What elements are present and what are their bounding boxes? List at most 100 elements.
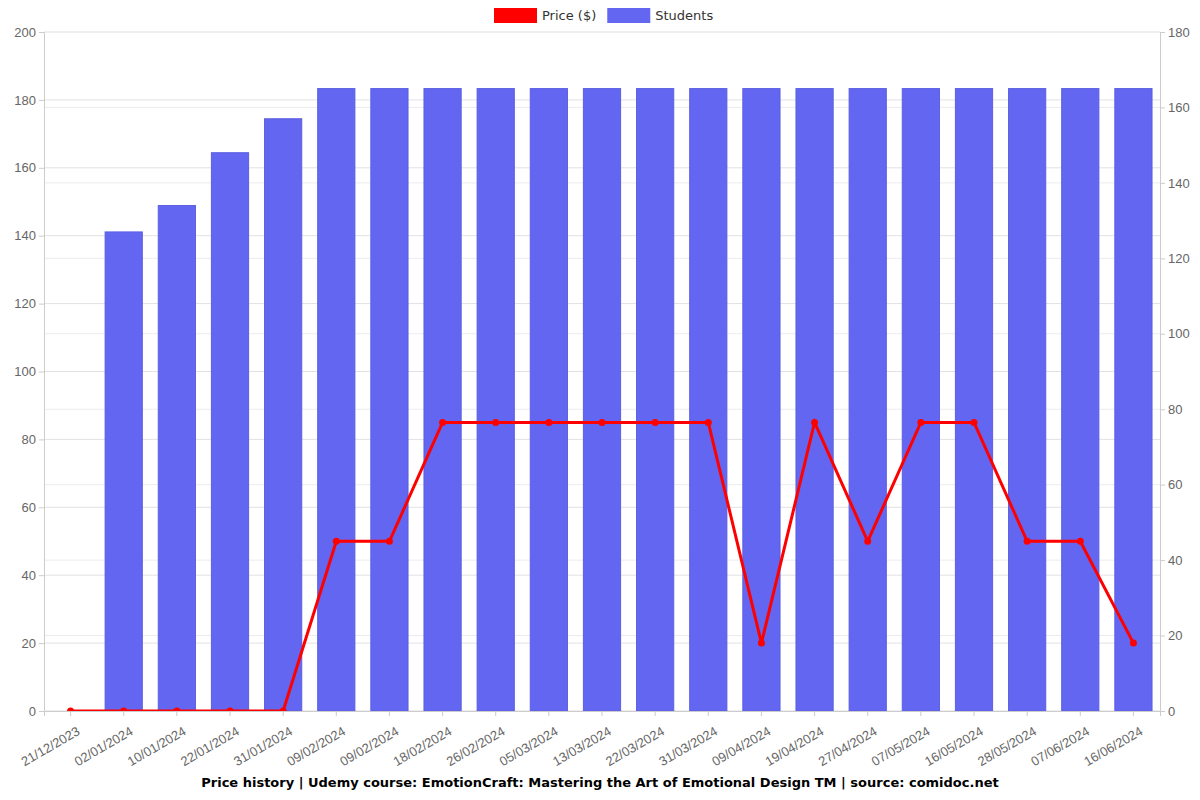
tick: 05/03/2024 — [497, 711, 561, 769]
tick-label: 20 — [1168, 628, 1182, 643]
tick: 09/02/2024 — [337, 711, 401, 769]
bar — [583, 89, 620, 711]
marker — [67, 708, 74, 712]
bar — [743, 89, 780, 711]
tick: 09/02/2024 — [284, 711, 348, 769]
tick: 140 — [1160, 176, 1190, 191]
bar — [1062, 89, 1099, 711]
legend-item: Students — [607, 8, 713, 23]
tick: 10/01/2024 — [125, 711, 189, 769]
tick: 120 — [14, 296, 44, 311]
plot-area — [67, 89, 1152, 711]
tick-label: 0 — [29, 704, 36, 719]
tick-label: 16/06/2024 — [1081, 723, 1145, 769]
tick: 21/12/2023 — [18, 711, 82, 769]
bar — [158, 206, 195, 711]
tick-mark — [708, 711, 709, 716]
tick-mark — [974, 711, 975, 716]
tick-mark — [1160, 107, 1165, 108]
tick-mark — [1160, 409, 1165, 410]
marker — [492, 419, 499, 426]
line — [71, 422, 1134, 711]
grid — [44, 32, 1160, 711]
marker — [917, 419, 924, 426]
y2-axis: 020406080100120140160180 — [1160, 25, 1190, 719]
tick-label: 09/02/2024 — [337, 723, 401, 769]
marker — [333, 538, 340, 545]
tick-mark — [1160, 258, 1165, 259]
tick-label: 0 — [1168, 704, 1175, 719]
tick-label: 18/02/2024 — [390, 723, 454, 769]
tick: 200 — [14, 25, 44, 40]
tick: 02/01/2024 — [72, 711, 136, 769]
bar — [318, 89, 355, 711]
bar — [902, 89, 939, 711]
tick: 180 — [1160, 25, 1190, 40]
tick: 40 — [22, 568, 44, 583]
tick-label: 80 — [22, 432, 36, 447]
tick-label: 31/01/2024 — [231, 723, 295, 769]
tick: 100 — [1160, 326, 1190, 341]
marker — [386, 538, 393, 545]
tick-mark — [495, 711, 496, 716]
tick: 16/05/2024 — [922, 711, 986, 769]
marker — [173, 708, 180, 712]
tick-mark — [1160, 485, 1165, 486]
marker — [1024, 538, 1031, 545]
tick-mark — [1160, 636, 1165, 637]
tick-mark — [1160, 32, 1165, 33]
tick: 31/01/2024 — [231, 711, 295, 769]
tick-mark — [336, 711, 337, 716]
tick-mark — [39, 575, 44, 576]
tick: 19/04/2024 — [762, 711, 826, 769]
bar — [105, 232, 142, 711]
tick-label: 13/03/2024 — [550, 723, 614, 769]
tick-label: 40 — [1168, 553, 1182, 568]
tick-label: 16/05/2024 — [922, 723, 986, 769]
tick-label: 07/05/2024 — [869, 723, 933, 769]
tick: 07/05/2024 — [869, 711, 933, 769]
bar — [690, 89, 727, 711]
tick-mark — [39, 32, 44, 33]
tick: 27/04/2024 — [816, 711, 880, 769]
tick-mark — [39, 236, 44, 237]
title: Price history | Udemy course: EmotionCra… — [201, 775, 998, 790]
tick-mark — [1160, 334, 1165, 335]
tick-mark — [39, 304, 44, 305]
bar — [796, 89, 833, 711]
tick-mark — [920, 711, 921, 716]
marker — [439, 419, 446, 426]
tick-label: 09/02/2024 — [284, 723, 348, 769]
tick-mark — [389, 711, 390, 716]
tick-mark — [655, 711, 656, 716]
tick-label: 21/12/2023 — [18, 723, 82, 769]
grid-line — [44, 32, 1160, 33]
tick-label: 10/01/2024 — [125, 723, 189, 769]
tick-mark — [39, 100, 44, 101]
marker — [1077, 538, 1084, 545]
marker — [120, 708, 127, 712]
tick: 07/06/2024 — [1028, 711, 1092, 769]
tick: 0 — [29, 704, 44, 719]
marker — [227, 708, 234, 712]
tick-mark — [1133, 711, 1134, 716]
tick: 28/05/2024 — [975, 711, 1039, 769]
tick: 26/02/2024 — [444, 711, 508, 769]
tick-mark — [39, 439, 44, 440]
bar — [849, 89, 886, 711]
bar — [477, 89, 514, 711]
tick-mark — [283, 711, 284, 716]
marker — [971, 419, 978, 426]
tick: 160 — [14, 160, 44, 175]
tick-mark — [1160, 560, 1165, 561]
tick: 13/03/2024 — [550, 711, 614, 769]
bar — [637, 89, 674, 711]
tick-mark — [1160, 183, 1165, 184]
tick-mark — [230, 711, 231, 716]
bar — [1009, 89, 1046, 711]
tick: 80 — [22, 432, 44, 447]
tick-mark — [442, 711, 443, 716]
axis-line — [39, 33, 45, 712]
tick-label: 100 — [1168, 326, 1190, 341]
grid-line-y2 — [44, 32, 1160, 33]
